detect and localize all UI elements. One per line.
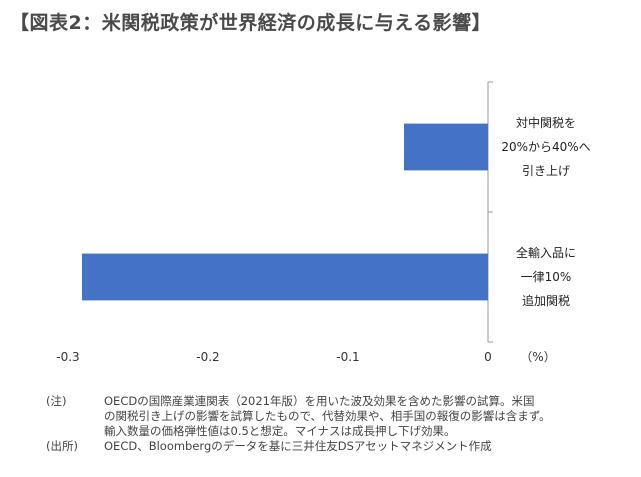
category-label: 20%から40%へ: [501, 140, 590, 154]
source-label: (出所): [46, 439, 78, 453]
x-tick-label: 0: [484, 350, 492, 364]
category-label: 追加関税: [522, 293, 570, 308]
note-line: OECDの国際産業連関表（2021年版）を用いた波及効果を含めた影響の試算。米国: [104, 394, 535, 408]
note-row: (注) OECDの国際産業連関表（2021年版）を用いた波及効果を含めた影響の試…: [46, 394, 636, 439]
note-text: OECDの国際産業連関表（2021年版）を用いた波及効果を含めた影響の試算。米国…: [104, 394, 636, 439]
category-label: 対中関税を: [516, 115, 576, 130]
category-label: 全輸入品に: [516, 245, 576, 260]
x-tick-label: -0.1: [336, 350, 359, 364]
note-line: の関税引き上げの影響を試算したもので、代替効果や、相手国の報復の影響は含まず。: [104, 409, 551, 423]
notes-section: (注) OECDの国際産業連関表（2021年版）を用いた波及効果を含めた影響の試…: [46, 394, 636, 454]
note-line: 輸入数量の価格弾性値は0.5と想定。マイナスは成長押し下げ効果。: [104, 424, 456, 438]
source-row: (出所) OECD、Bloombergのデータを基に三井住友DSアセットマネジメ…: [46, 439, 636, 454]
x-tick-label: -0.3: [56, 350, 79, 364]
bar: [82, 253, 488, 301]
source-text: OECD、Bloombergのデータを基に三井住友DSアセットマネジメント作成: [104, 439, 636, 454]
x-unit-label: （%）: [520, 350, 555, 364]
note-label: (注): [46, 394, 67, 408]
category-label: 一律10%: [521, 270, 572, 284]
bar: [404, 123, 488, 171]
category-label: 引き上げ: [522, 164, 570, 178]
source-line: OECD、Bloombergのデータを基に三井住友DSアセットマネジメント作成: [104, 439, 492, 453]
x-tick-label: -0.2: [196, 350, 219, 364]
chart-title: 【図表2：米関税政策が世界経済の成長に与える影響】: [10, 12, 492, 34]
